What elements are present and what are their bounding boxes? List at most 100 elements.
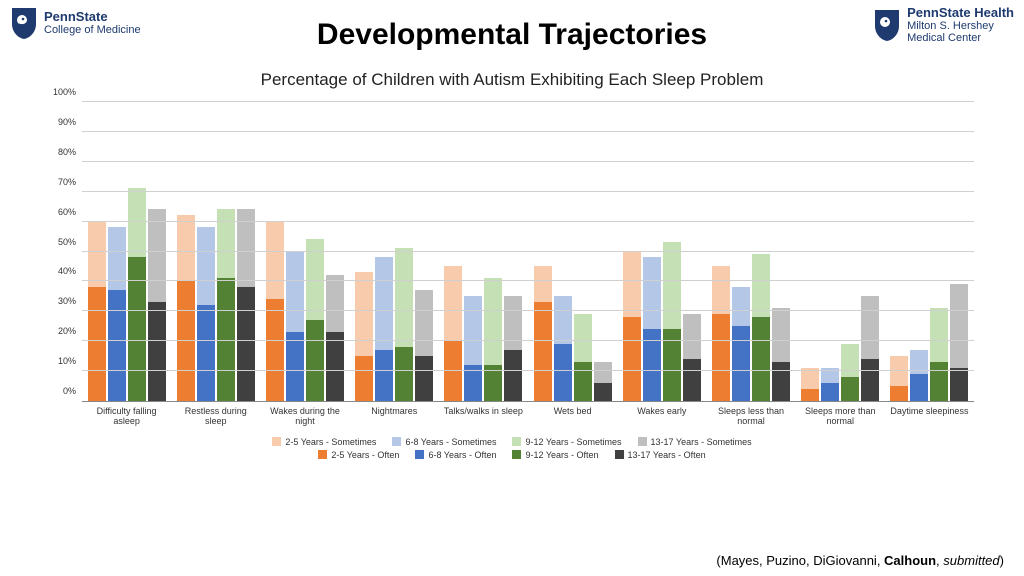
- bar: [683, 314, 701, 401]
- bar-group: [82, 102, 171, 401]
- bar-segment-often: [683, 359, 701, 401]
- legend-swatch: [512, 450, 521, 459]
- y-axis-label: 70%: [42, 177, 76, 187]
- bar: [930, 308, 948, 401]
- bar-segment-sometimes: [464, 296, 482, 365]
- gridline: [82, 161, 974, 162]
- bar: [504, 296, 522, 401]
- bar-group: [260, 102, 349, 401]
- bar-segment-sometimes: [861, 296, 879, 359]
- legend-label: 9-12 Years - Sometimes: [525, 437, 621, 447]
- bar-segment-sometimes: [148, 209, 166, 302]
- bar-segment-often: [950, 368, 968, 401]
- legend-item: 9-12 Years - Sometimes: [512, 437, 621, 447]
- legend-swatch: [615, 450, 624, 459]
- legend-label: 13-17 Years - Often: [628, 450, 706, 460]
- y-axis-label: 0%: [42, 386, 76, 396]
- gridline: [82, 370, 974, 371]
- bar-segment-sometimes: [950, 284, 968, 368]
- gridline: [82, 280, 974, 281]
- bar-segment-sometimes: [594, 362, 612, 383]
- bar: [148, 209, 166, 401]
- y-axis-label: 100%: [42, 87, 76, 97]
- gridline: [82, 131, 974, 132]
- citation: (Mayes, Puzino, DiGiovanni, Calhoun, sub…: [716, 553, 1004, 568]
- chart-legend: 2-5 Years - Sometimes 6-8 Years - Sometim…: [40, 437, 984, 460]
- bar-segment-often: [821, 383, 839, 401]
- bar: [237, 209, 255, 401]
- bar-segment-sometimes: [623, 251, 641, 317]
- bar: [821, 368, 839, 401]
- bar-segment-sometimes: [484, 278, 502, 365]
- legend-swatch: [512, 437, 521, 446]
- bar-segment-often: [861, 359, 879, 401]
- y-axis-label: 80%: [42, 147, 76, 157]
- bar-segment-often: [355, 356, 373, 401]
- x-axis-label: Talks/walks in sleep: [439, 402, 528, 427]
- bar-segment-sometimes: [930, 308, 948, 362]
- y-axis-label: 30%: [42, 296, 76, 306]
- bar-group: [885, 102, 974, 401]
- bar-segment-sometimes: [663, 242, 681, 329]
- legend-swatch: [415, 450, 424, 459]
- bar-segment-sometimes: [683, 314, 701, 359]
- x-axis-label: Wakes during the night: [260, 402, 349, 427]
- bar: [712, 266, 730, 401]
- bar: [663, 242, 681, 401]
- gridline: [82, 191, 974, 192]
- bar-segment-sometimes: [197, 227, 215, 305]
- bar-segment-sometimes: [444, 266, 462, 341]
- bar-segment-often: [415, 356, 433, 401]
- bar-segment-sometimes: [841, 344, 859, 377]
- bar-segment-often: [772, 362, 790, 401]
- x-axis-label: Sleeps less than normal: [706, 402, 795, 427]
- bar: [801, 368, 819, 401]
- bar-segment-sometimes: [752, 254, 770, 317]
- bar: [574, 314, 592, 401]
- bar-segment-often: [197, 305, 215, 401]
- bar: [375, 257, 393, 401]
- bar: [217, 209, 235, 401]
- bar-segment-often: [890, 386, 908, 401]
- bar-segment-often: [801, 389, 819, 401]
- legend-swatch: [638, 437, 647, 446]
- bar-segment-often: [623, 317, 641, 401]
- bar-segment-often: [594, 383, 612, 401]
- gridline: [82, 310, 974, 311]
- legend-swatch: [318, 450, 327, 459]
- bar-segment-often: [108, 290, 126, 401]
- bar: [732, 287, 750, 401]
- legend-item: 9-12 Years - Often: [512, 450, 598, 460]
- bar-group: [171, 102, 260, 401]
- bar-segment-sometimes: [217, 209, 235, 278]
- y-axis-label: 20%: [42, 326, 76, 336]
- y-axis-label: 40%: [42, 266, 76, 276]
- bar: [861, 296, 879, 401]
- bar-group: [617, 102, 706, 401]
- bar-segment-often: [128, 257, 146, 401]
- bar-segment-sometimes: [504, 296, 522, 350]
- bar: [772, 308, 790, 401]
- bar-segment-sometimes: [732, 287, 750, 326]
- legend-label: 6-8 Years - Often: [428, 450, 496, 460]
- bar-segment-sometimes: [574, 314, 592, 362]
- legend-item: 6-8 Years - Sometimes: [392, 437, 496, 447]
- bar: [752, 254, 770, 401]
- legend-swatch: [392, 437, 401, 446]
- y-axis-label: 60%: [42, 207, 76, 217]
- legend-row-often: 2-5 Years - Often 6-8 Years - Often 9-12 Y…: [318, 450, 705, 460]
- bar-segment-often: [910, 374, 928, 401]
- chart-bar-groups: [82, 102, 974, 401]
- bar-segment-sometimes: [266, 221, 284, 299]
- citation-close: ): [1000, 553, 1004, 568]
- y-axis-label: 50%: [42, 237, 76, 247]
- bar-segment-sometimes: [415, 290, 433, 356]
- legend-item: 6-8 Years - Often: [415, 450, 496, 460]
- bar-segment-often: [88, 287, 106, 401]
- bar-segment-sometimes: [177, 215, 195, 281]
- legend-label: 6-8 Years - Sometimes: [405, 437, 496, 447]
- bar-segment-sometimes: [286, 251, 304, 332]
- bar: [355, 272, 373, 401]
- legend-item: 2-5 Years - Often: [318, 450, 399, 460]
- legend-label: 2-5 Years - Sometimes: [285, 437, 376, 447]
